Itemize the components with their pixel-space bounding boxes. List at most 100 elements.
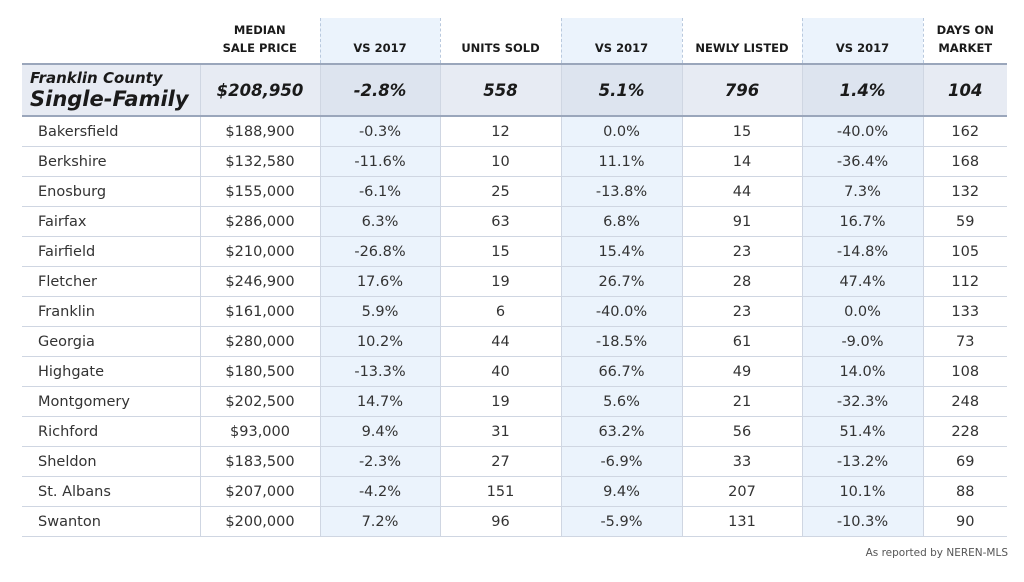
newly-listed-cell: 21 — [682, 386, 803, 417]
units-sold-cell: 44 — [440, 326, 562, 357]
header-units-vs-2017: VS 2017 — [560, 18, 683, 64]
newly-listed-cell: 14 — [682, 146, 803, 177]
listed-vs-2017-cell: 0.0% — [802, 296, 924, 327]
market-table: MEDIAN SALE PRICE VS 2017 UNITS SOLD VS … — [22, 18, 1007, 537]
days-on-market-cell: 133 — [923, 296, 1007, 327]
median-sale-price-cell: $155,000 — [200, 176, 321, 207]
header-units-sold: UNITS SOLD — [461, 41, 540, 55]
header-dom-line2: MARKET — [938, 41, 993, 55]
days-on-market-cell: 90 — [923, 506, 1007, 537]
table-row: Enosburg $155,000 -6.1% 25 -13.8% 44 7.3% 132 — [22, 176, 1007, 207]
days-on-market-cell: 132 — [923, 176, 1007, 207]
price-vs-2017-cell: -6.1% — [320, 176, 441, 207]
header-days-on-market: DAYS ON MARKET — [923, 18, 1007, 64]
source-note: As reported by NEREN-MLS — [865, 547, 1008, 559]
town-name-cell: Georgia — [22, 326, 201, 357]
town-name-cell: St. Albans — [22, 476, 201, 507]
units-vs-2017-cell: -40.0% — [561, 296, 683, 327]
town-name-cell: Enosburg — [22, 176, 201, 207]
median-sale-price-cell: $210,000 — [200, 236, 321, 267]
median-sale-price-cell: $207,000 — [200, 476, 321, 507]
price-vs-2017-cell: -2.3% — [320, 446, 441, 477]
units-vs-2017-cell: 6.8% — [561, 206, 683, 237]
units-vs-2017-cell: 15.4% — [561, 236, 683, 267]
table-row: Franklin $161,000 5.9% 6 -40.0% 23 0.0% 133 — [22, 296, 1007, 327]
units-sold-cell: 27 — [440, 446, 562, 477]
units-vs-2017-cell: 63.2% — [561, 416, 683, 447]
days-on-market-cell: 108 — [923, 356, 1007, 387]
units-vs-2017-cell: -6.9% — [561, 446, 683, 477]
town-name-cell: Fairfield — [22, 236, 201, 267]
price-vs-2017-cell: 7.2% — [320, 506, 441, 537]
table-row: Bakersfield $188,900 -0.3% 12 0.0% 15 -40.0% 16… — [22, 116, 1007, 147]
header-listed-vs-2017: VS 2017 — [801, 18, 924, 64]
market-table-container: MEDIAN SALE PRICE VS 2017 UNITS SOLD VS … — [22, 18, 1007, 537]
units-sold-cell: 31 — [440, 416, 562, 447]
units-sold-cell: 6 — [440, 296, 562, 327]
price-vs-2017-cell: 10.2% — [320, 326, 441, 357]
header-price-vs-2017: VS 2017 — [319, 18, 441, 64]
town-name-cell: Sheldon — [22, 446, 201, 477]
listed-vs-2017-cell: 51.4% — [802, 416, 924, 447]
price-vs-2017-cell: 17.6% — [320, 266, 441, 297]
summary-label: Franklin County Single-Family — [22, 63, 201, 117]
listed-vs-2017-cell: -9.0% — [802, 326, 924, 357]
listed-vs-2017-cell: -40.0% — [802, 116, 924, 147]
price-vs-2017-cell: -26.8% — [320, 236, 441, 267]
units-sold-cell: 10 — [440, 146, 562, 177]
newly-listed-cell: 207 — [682, 476, 803, 507]
table-row: Berkshire $132,580 -11.6% 10 11.1% 14 -36.4% 16… — [22, 146, 1007, 177]
summary-segment: Single-Family — [30, 86, 189, 111]
units-vs-2017-cell: 66.7% — [561, 356, 683, 387]
summary-newly-listed: 796 — [682, 63, 803, 117]
units-sold-cell: 40 — [440, 356, 562, 387]
listed-vs-2017-cell: 7.3% — [802, 176, 924, 207]
town-name-cell: Richford — [22, 416, 201, 447]
town-name-cell: Fairfax — [22, 206, 201, 237]
units-sold-cell: 151 — [440, 476, 562, 507]
header-town — [22, 18, 200, 64]
listed-vs-2017-cell: 16.7% — [802, 206, 924, 237]
days-on-market-cell: 228 — [923, 416, 1007, 447]
table-row: St. Albans $207,000 -4.2% 151 9.4% 207 10.1% 88 — [22, 476, 1007, 507]
days-on-market-cell: 162 — [923, 116, 1007, 147]
median-sale-price-cell: $286,000 — [200, 206, 321, 237]
table-row: Georgia $280,000 10.2% 44 -18.5% 61 -9.0% 73 — [22, 326, 1007, 357]
price-vs-2017-cell: 5.9% — [320, 296, 441, 327]
units-vs-2017-cell: -13.8% — [561, 176, 683, 207]
listed-vs-2017-cell: -36.4% — [802, 146, 924, 177]
header-dom-line1: DAYS ON — [936, 23, 994, 37]
newly-listed-cell: 131 — [682, 506, 803, 537]
median-sale-price-cell: $280,000 — [200, 326, 321, 357]
median-sale-price-cell: $93,000 — [200, 416, 321, 447]
newly-listed-cell: 28 — [682, 266, 803, 297]
median-sale-price-cell: $246,900 — [200, 266, 321, 297]
newly-listed-cell: 91 — [682, 206, 803, 237]
listed-vs-2017-cell: -14.8% — [802, 236, 924, 267]
units-vs-2017-cell: 11.1% — [561, 146, 683, 177]
price-vs-2017-cell: -0.3% — [320, 116, 441, 147]
listed-vs-2017-cell: -32.3% — [802, 386, 924, 417]
listed-vs-2017-cell: 47.4% — [802, 266, 924, 297]
table-row: Swanton $200,000 7.2% 96 -5.9% 131 -10.3% 90 — [22, 506, 1007, 537]
newly-listed-cell: 61 — [682, 326, 803, 357]
units-sold-cell: 19 — [440, 266, 562, 297]
days-on-market-cell: 105 — [923, 236, 1007, 267]
days-on-market-cell: 59 — [923, 206, 1007, 237]
price-vs-2017-cell: 6.3% — [320, 206, 441, 237]
median-sale-price-cell: $180,500 — [200, 356, 321, 387]
median-sale-price-cell: $200,000 — [200, 506, 321, 537]
units-sold-cell: 25 — [440, 176, 562, 207]
median-sale-price-cell: $188,900 — [200, 116, 321, 147]
summary-median-price: $208,950 — [200, 63, 321, 117]
summary-county: Franklin County — [30, 68, 163, 87]
listed-vs-2017-cell: -10.3% — [802, 506, 924, 537]
price-vs-2017-cell: -11.6% — [320, 146, 441, 177]
table-row: Richford $93,000 9.4% 31 63.2% 56 51.4% 228 — [22, 416, 1007, 447]
summary-units-sold: 558 — [440, 63, 562, 117]
summary-listed-change: 1.4% — [802, 63, 924, 117]
days-on-market-cell: 112 — [923, 266, 1007, 297]
price-vs-2017-cell: 9.4% — [320, 416, 441, 447]
newly-listed-cell: 23 — [682, 296, 803, 327]
town-name-cell: Franklin — [22, 296, 201, 327]
